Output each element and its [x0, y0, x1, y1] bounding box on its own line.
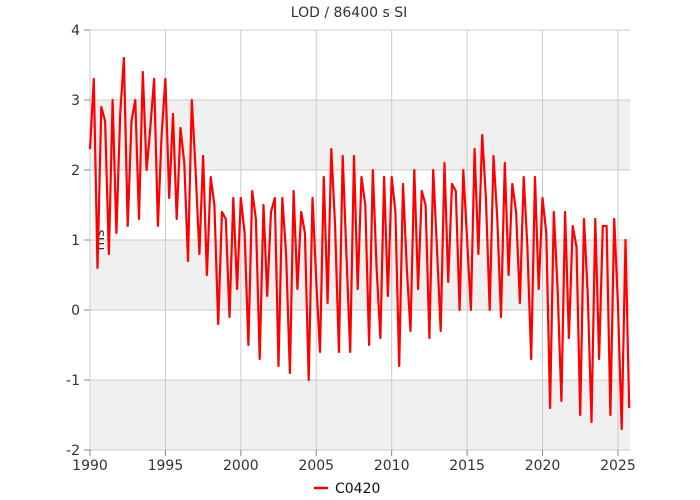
- y-axis-label: ms: [92, 230, 108, 251]
- x-tick-label: 2015: [449, 458, 485, 474]
- y-tick-label: 0: [71, 303, 80, 319]
- chart-title: LOD / 86400 s SI: [291, 5, 407, 21]
- x-tick-label: 2005: [298, 458, 334, 474]
- x-tick-label: 2025: [600, 458, 636, 474]
- y-tick-label: 1: [71, 233, 80, 249]
- y-tick-label: 3: [71, 93, 80, 109]
- x-tick-label: 1990: [72, 458, 108, 474]
- y-tick-label: -1: [66, 373, 80, 389]
- y-tick-label: 2: [71, 163, 80, 179]
- x-tick-label: 2020: [525, 458, 561, 474]
- x-tick-label: 2000: [223, 458, 259, 474]
- legend[interactable]: C0420: [314, 481, 380, 497]
- y-tick-label: -2: [66, 443, 80, 459]
- x-tick-label: 2010: [374, 458, 410, 474]
- x-tick-label: 1995: [148, 458, 184, 474]
- series-group: [88, 56, 631, 431]
- y-tick-label: 4: [71, 23, 80, 39]
- y-axis-ticks: -2 -1 0 1 2 3 4: [66, 23, 90, 459]
- legend-label: C0420: [335, 481, 380, 497]
- series-line-c0420: [88, 56, 631, 431]
- background-band: [90, 380, 630, 450]
- x-axis-ticks: 1990 1995 2000 2005 2010 2015 2020 2025: [72, 450, 636, 474]
